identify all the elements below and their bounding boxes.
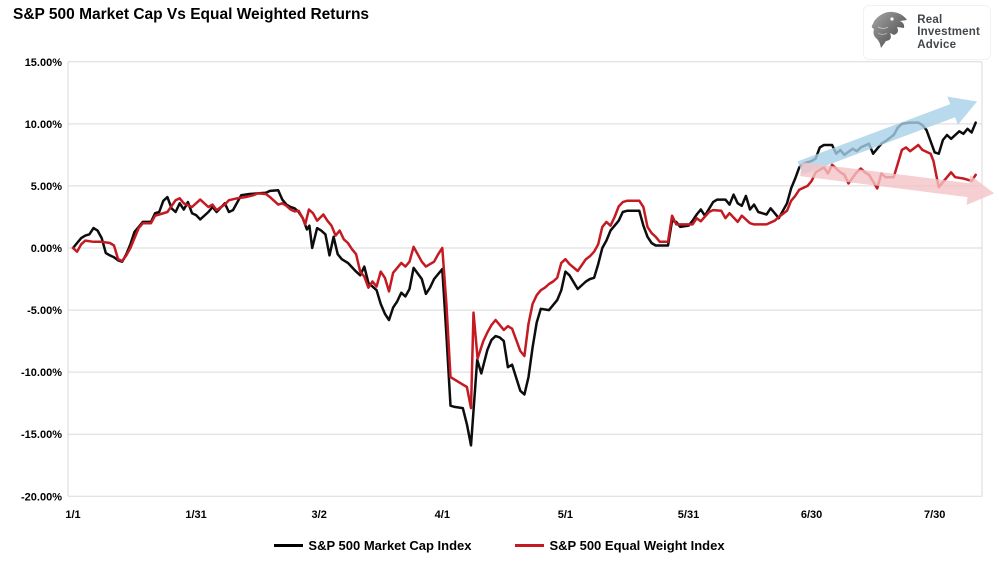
legend-item-market-cap: S&P 500 Market Cap Index xyxy=(274,538,471,553)
x-tick-label: 1/1 xyxy=(65,509,80,521)
y-tick-label: -10.00% xyxy=(21,367,62,379)
legend-label-market-cap: S&P 500 Market Cap Index xyxy=(308,538,472,553)
x-tick-label: 3/2 xyxy=(312,509,327,521)
legend-item-equal-weight: S&P 500 Equal Weight Index xyxy=(515,538,725,553)
x-tick-label: 6/30 xyxy=(801,509,822,521)
logo-line-1: Real xyxy=(917,13,943,26)
market-cap-line-swatch xyxy=(274,544,304,547)
legend-label-equal-weight: S&P 500 Equal Weight Index xyxy=(549,538,725,553)
logo-line-2: Investment xyxy=(917,26,980,39)
x-tick-label: 1/31 xyxy=(185,509,206,521)
x-tick-label: 5/31 xyxy=(678,509,699,521)
x-tick-label: 4/1 xyxy=(435,509,450,521)
eagle-icon xyxy=(870,9,910,56)
logo-text: Real Investment Advice xyxy=(917,14,980,52)
equal-weight-series-line xyxy=(71,143,977,410)
x-tick-label: 7/30 xyxy=(924,509,945,521)
uptrend-arrow xyxy=(797,96,977,175)
y-tick-label: -5.00% xyxy=(27,305,62,317)
chart-legend: S&P 500 Market Cap Index S&P 500 Equal W… xyxy=(0,538,999,553)
y-tick-label: 15.00% xyxy=(25,57,63,69)
y-tick-label: 10.00% xyxy=(25,119,63,131)
equal-weight-line-swatch xyxy=(515,544,545,547)
x-tick-label: 5/1 xyxy=(558,509,573,521)
real-investment-advice-logo: Real Investment Advice xyxy=(863,5,991,60)
downtrend-arrow xyxy=(800,162,995,205)
y-tick-label: 0.00% xyxy=(31,243,62,255)
y-tick-label: -15.00% xyxy=(21,429,62,441)
chart-title: S&P 500 Market Cap Vs Equal Weighted Ret… xyxy=(13,6,370,23)
y-tick-label: 5.00% xyxy=(31,181,62,193)
y-tick-label: -20.00% xyxy=(21,491,62,503)
logo-line-3: Advice xyxy=(917,38,957,51)
